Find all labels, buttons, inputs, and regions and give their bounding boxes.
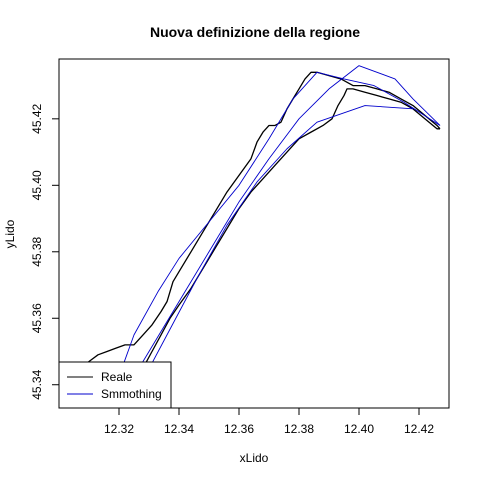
x-axis: 12.32 12.34 12.36 12.38 12.40 12.42 <box>104 408 434 436</box>
x-axis-label: xLido <box>240 451 269 465</box>
series-smoothing-line-2 <box>136 105 414 392</box>
x-tick-label: 12.42 <box>404 422 434 436</box>
legend-box <box>58 361 172 409</box>
chart-title: Nuova definizione della regione <box>150 24 360 40</box>
plot-frame <box>58 58 450 409</box>
y-tick-label: 45.42 <box>30 103 44 133</box>
y-axis-label: yLido <box>3 219 17 248</box>
legend-label-smoothing: Smmothing <box>101 387 162 401</box>
x-tick-label: 12.36 <box>224 422 254 436</box>
y-tick-label: 45.40 <box>30 170 44 200</box>
series-layer <box>59 65 441 402</box>
legend: Reale Smmothing <box>58 361 172 409</box>
series-reale-line-1 <box>133 88 440 402</box>
series-reale-line-0 <box>59 71 441 386</box>
y-axis: 45.34 45.36 45.38 45.40 45.42 <box>30 103 59 400</box>
x-tick-label: 12.32 <box>104 422 134 436</box>
x-tick-label: 12.40 <box>344 422 374 436</box>
series-smoothing-line-0 <box>109 71 441 402</box>
y-tick-label: 45.34 <box>30 369 44 399</box>
x-tick-label: 12.34 <box>164 422 194 436</box>
x-tick-label: 12.38 <box>284 422 314 436</box>
y-tick-label: 45.36 <box>30 303 44 333</box>
legend-label-reale: Reale <box>101 370 133 384</box>
y-tick-label: 45.38 <box>30 236 44 266</box>
series-smoothing-line-1 <box>118 65 441 402</box>
